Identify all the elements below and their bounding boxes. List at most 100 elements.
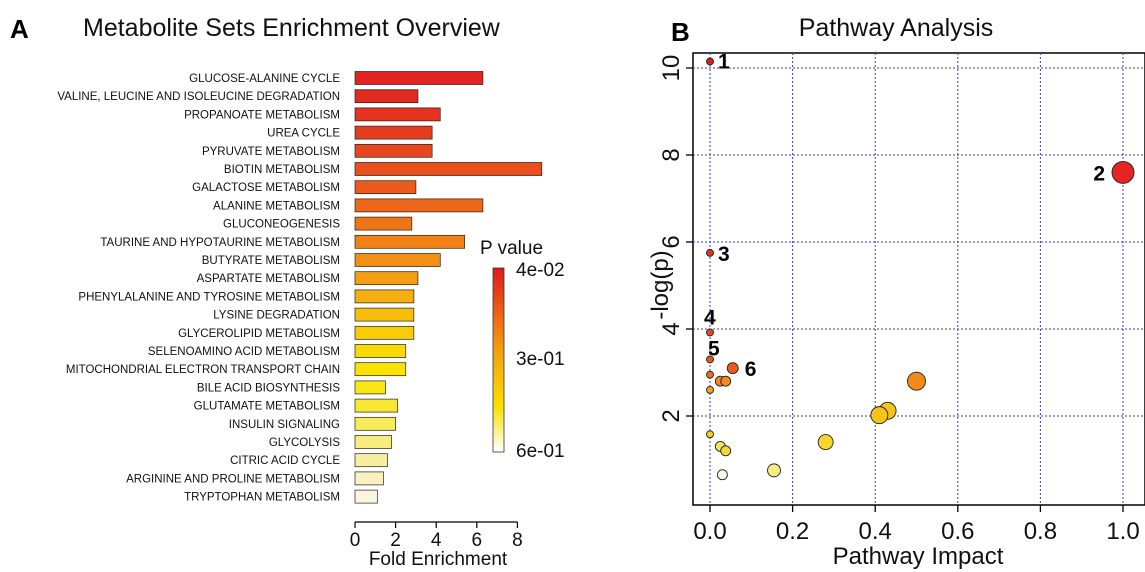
- scatter-point-label: 4: [704, 306, 716, 329]
- bar-category-label: PROPANOATE METABOLISM: [184, 109, 340, 121]
- bar-category-label: GLUCONEOGENESIS: [223, 219, 340, 231]
- scatter-point: [767, 463, 781, 478]
- scatter-plot-frame: [692, 52, 1145, 506]
- bar: [354, 325, 415, 340]
- scatter-y-tick-label: 4: [658, 322, 685, 335]
- bar: [354, 180, 417, 195]
- bar-x-tick-label: 2: [390, 530, 401, 551]
- legend-colorbar: [492, 267, 505, 453]
- scatter-y-tick-label: 8: [658, 148, 685, 161]
- scatter-point: [706, 57, 714, 66]
- bar-category-label: PHENYLALANINE AND TYROSINE METABOLISM: [78, 291, 340, 303]
- bar: [354, 107, 441, 122]
- legend-title: P value: [480, 238, 543, 259]
- scatter-point: [706, 248, 714, 257]
- scatter-y-axis-label: -log(p): [647, 250, 674, 319]
- scatter-point-label: 3: [718, 243, 730, 266]
- scatter-point: [817, 434, 834, 451]
- bar: [354, 271, 419, 286]
- scatter-points: 1 2 3 4 5 6: [704, 50, 1135, 481]
- scatter-point-label: 1: [718, 50, 730, 73]
- panel-a: A Metabolite Sets Enrichment Overview GL…: [10, 14, 565, 570]
- bar: [354, 198, 484, 213]
- scatter-point-label: 2: [1093, 162, 1105, 185]
- scatter-x-tick-label: 0.8: [1024, 518, 1057, 545]
- bar: [354, 234, 465, 249]
- scatter-x-tick-label: 0.0: [693, 518, 726, 545]
- bar: [354, 125, 433, 140]
- bar-category-label: GLUTAMATE METABOLISM: [194, 401, 340, 413]
- bar: [354, 89, 419, 104]
- scatter-x-tick-label: 0.2: [776, 518, 809, 545]
- scatter-y-tick-label: 2: [658, 409, 685, 422]
- bar-category-label: GLYCOLYSIS: [269, 437, 340, 449]
- scatter-point: [706, 430, 714, 439]
- scatter-point-label: 5: [708, 337, 720, 360]
- bar: [354, 435, 392, 449]
- panel-a-title: Metabolite Sets Enrichment Overview: [83, 14, 501, 42]
- bar-x-tick-label: 8: [512, 530, 523, 551]
- bar-category-label: TAURINE AND HYPOTAURINE METABOLISM: [100, 237, 340, 249]
- bar: [354, 143, 433, 158]
- scatter-axes: 0.0 0.2 0.4 0.6 0.8 1.0 2 4 6 8 10: [658, 55, 1140, 545]
- bar-category-label: ALANINE METABOLISM: [213, 200, 340, 212]
- scatter-y-tick-label: 10: [658, 55, 685, 82]
- bar-category-label: LYSINE DEGRADATION: [213, 310, 340, 322]
- bar: [354, 71, 484, 85]
- scatter-point: [716, 469, 728, 481]
- bar-x-tick-label: 6: [472, 530, 483, 551]
- legend-label-top: 4e-02: [516, 260, 565, 281]
- bar: [354, 162, 543, 176]
- panel-a-letter: A: [10, 14, 29, 44]
- bar-category-label: UREA CYCLE: [267, 128, 340, 140]
- p-value-legend: P value 4e-02 3e-01 6e-01: [480, 238, 565, 462]
- scatter-y-tick-label: 6: [658, 235, 685, 248]
- bar-category-label: ASPARTATE METABOLISM: [197, 273, 340, 285]
- bar-category-label: ARGININE AND PROLINE METABOLISM: [126, 473, 340, 485]
- bar-x-axis-label: Fold Enrichment: [369, 549, 508, 570]
- bar-category-label: TRYPTOPHAN METABOLISM: [184, 492, 340, 504]
- scatter-point: [706, 355, 714, 364]
- bar-category-label: INSULIN SIGNALING: [229, 419, 340, 431]
- scatter-point: [720, 445, 732, 457]
- bar-category-label: BIOTIN METABOLISM: [224, 164, 340, 176]
- bar-category-labels: GLUCOSE-ALANINE CYCLE VALINE, LEUCINE AND…: [57, 73, 340, 504]
- bar-category-label: PYRUVATE METABOLISM: [202, 146, 340, 158]
- scatter-point: [907, 371, 926, 391]
- bar: [354, 471, 384, 486]
- bar-category-label: GLYCEROLIPID METABOLISM: [178, 328, 340, 340]
- legend-label-bottom: 6e-01: [516, 441, 565, 462]
- bar: [354, 416, 396, 431]
- scatter-point: [706, 370, 714, 379]
- bar: [354, 289, 415, 304]
- panel-b: B Pathway Analysis 0.0 0.2 0.4 0.6 0.8 1.0 2 4 6…: [647, 14, 1145, 570]
- bar: [354, 216, 413, 231]
- bar-category-label: SELENOAMINO ACID METABOLISM: [148, 346, 340, 358]
- bar-category-label: BUTYRATE METABOLISM: [202, 255, 340, 267]
- scatter-point-label: 6: [745, 358, 757, 381]
- scatter-x-tick-label: 0.4: [859, 518, 892, 545]
- scatter-point: [706, 328, 714, 337]
- scatter-point: [870, 406, 889, 425]
- scatter-grid: [693, 53, 1145, 505]
- bar: [354, 398, 398, 413]
- bar: [354, 362, 407, 377]
- scatter-x-axis-label: Pathway Impact: [833, 543, 1004, 570]
- bar: [354, 307, 415, 322]
- bar-x-tick-label: 0: [350, 530, 361, 551]
- bar-category-label: GLUCOSE-ALANINE CYCLE: [189, 73, 340, 85]
- legend-label-mid: 3e-01: [516, 349, 565, 370]
- bar-series: [354, 71, 543, 504]
- scatter-point: [1111, 160, 1135, 184]
- scatter-x-tick-label: 0.6: [941, 518, 974, 545]
- bar: [354, 453, 388, 468]
- scatter-point: [726, 362, 739, 375]
- bar-x-tick-label: 4: [431, 530, 442, 551]
- bar-category-label: CITRIC ACID CYCLE: [230, 455, 340, 467]
- bar: [354, 380, 386, 395]
- bar-x-axis: 0 2 4 6 8: [350, 521, 523, 551]
- bar: [354, 344, 407, 358]
- panel-b-letter: B: [671, 17, 690, 47]
- bar-category-label: BILE ACID BIOSYNTHESIS: [197, 382, 340, 394]
